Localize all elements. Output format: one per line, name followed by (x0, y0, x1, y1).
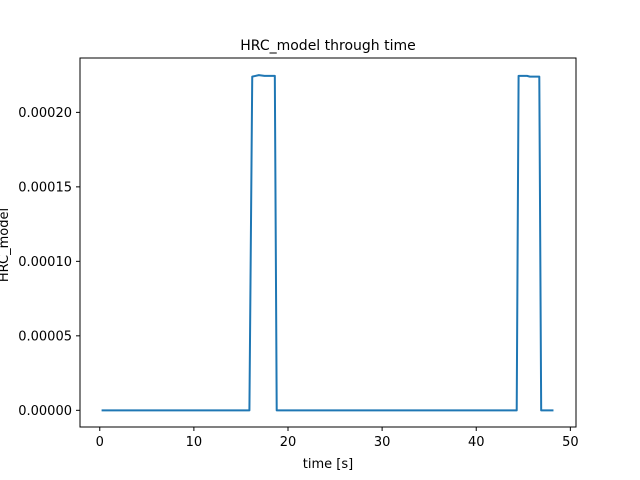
y-tick-label: 0.00020 (18, 106, 72, 121)
y-axis-label: HRC_model (0, 208, 12, 282)
chart-title: HRC_model through time (240, 38, 415, 54)
x-tick-label: 30 (374, 435, 391, 450)
plot-frame (79, 57, 577, 428)
y-axis-ticks: 0.00000 0.00005 0.00010 0.00015 0.00020 (18, 106, 80, 419)
y-tick-label: 0.00015 (18, 180, 72, 195)
x-axis-ticks: 0 10 20 30 40 50 (96, 427, 579, 450)
x-axis-label: time [s] (303, 457, 353, 472)
y-tick-label: 0.00005 (18, 329, 72, 344)
x-tick-label: 20 (280, 435, 297, 450)
y-tick-label: 0.00000 (18, 404, 72, 419)
x-tick-label: 50 (562, 435, 579, 450)
x-tick-label: 0 (96, 435, 104, 450)
y-tick-label: 0.00010 (18, 255, 72, 270)
series-layer (101, 74, 554, 412)
series-line (101, 74, 554, 412)
x-tick-label: 10 (186, 435, 203, 450)
x-tick-label: 40 (468, 435, 485, 450)
